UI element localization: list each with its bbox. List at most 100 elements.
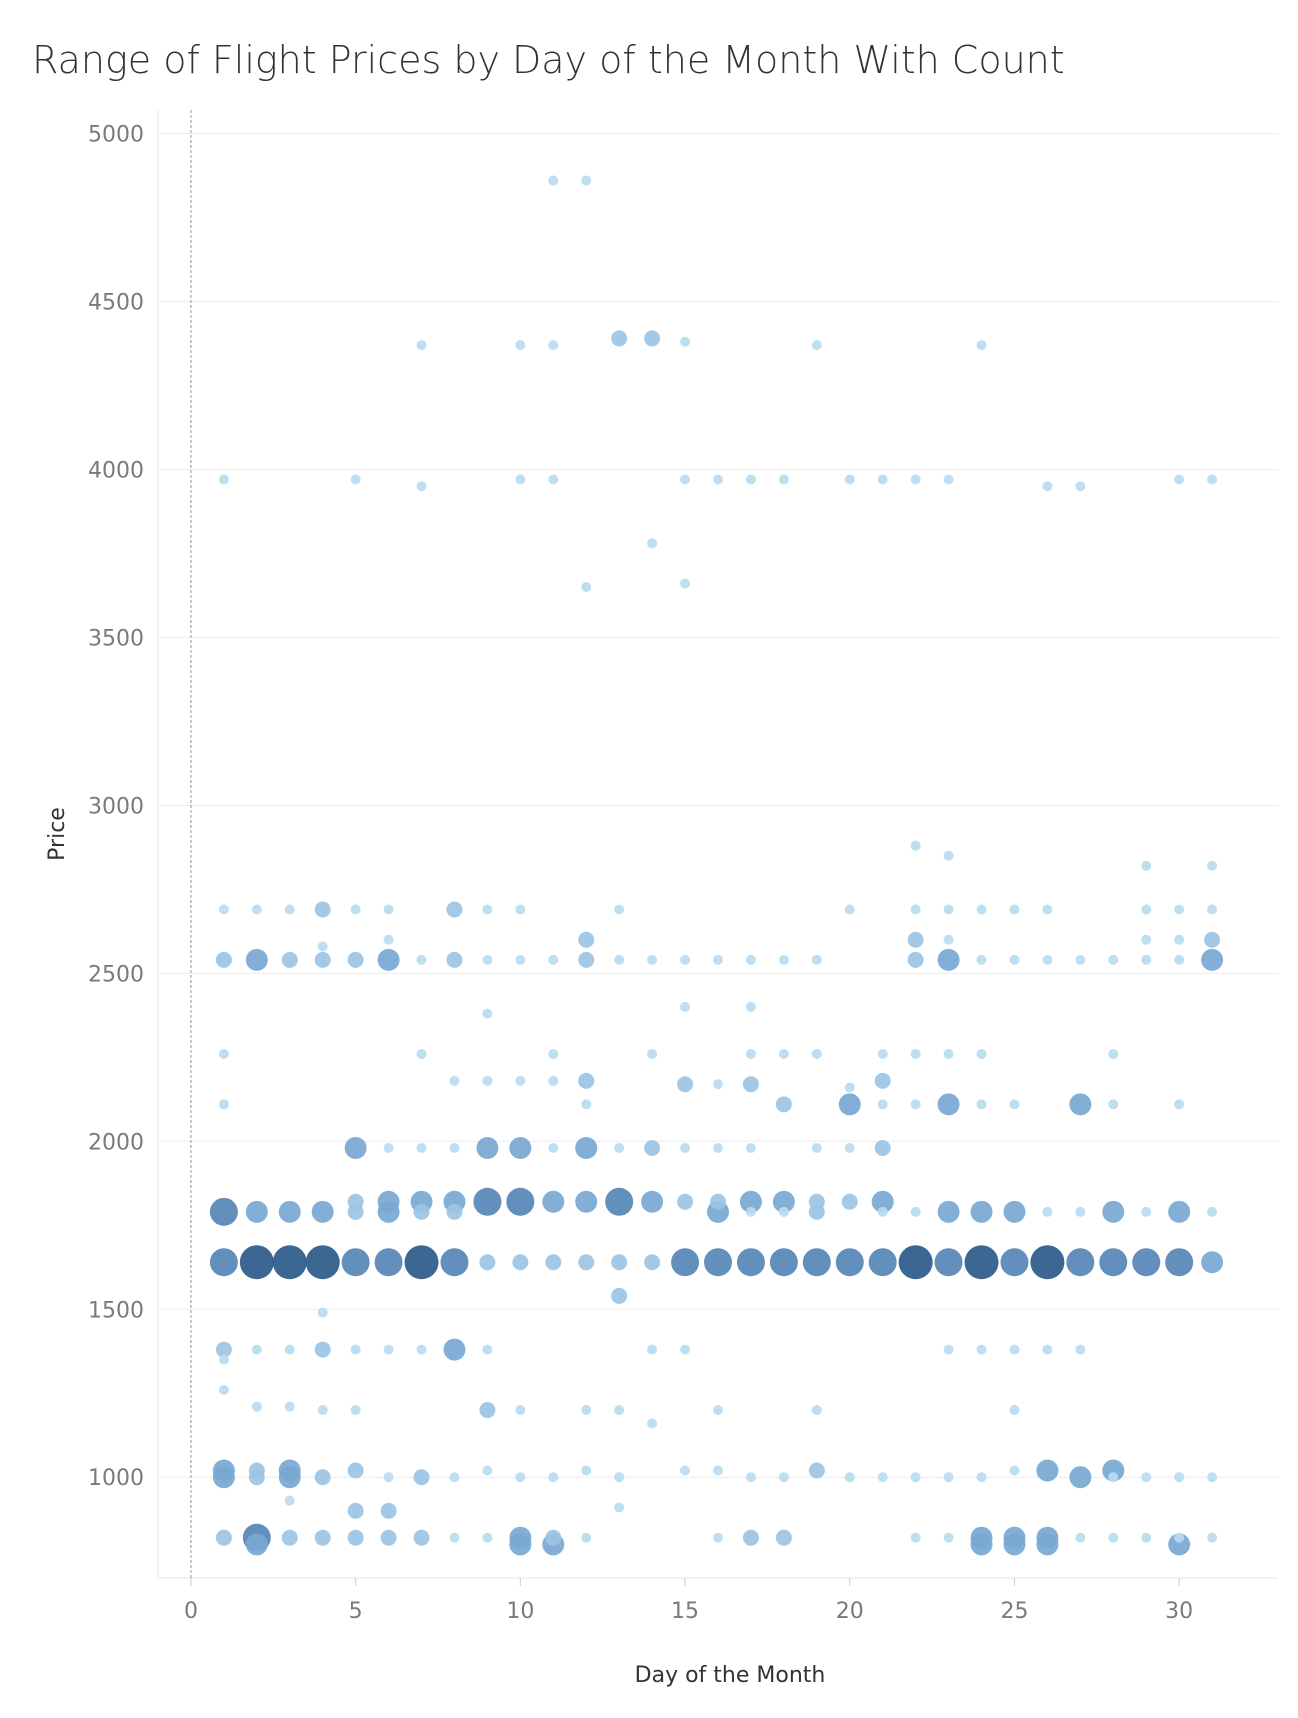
scatter-point [1075, 1344, 1086, 1355]
scatter-point [578, 1254, 595, 1271]
scatter-point [745, 1001, 756, 1012]
scatter-point [877, 1048, 888, 1059]
scatter-point [1207, 474, 1218, 485]
scatter-point [548, 954, 559, 965]
scatter-point [416, 1143, 427, 1154]
scatter-point [578, 931, 595, 948]
scatter-point [614, 1405, 625, 1416]
scatter-point [347, 1502, 364, 1519]
scatter-point [347, 1193, 364, 1210]
scatter-point [647, 1048, 658, 1059]
scatter-point [745, 1206, 756, 1217]
scatter-point [515, 1075, 526, 1086]
grid-lines [157, 110, 1278, 1586]
scatter-point [745, 1143, 756, 1154]
x-tick-label: 10 [506, 1599, 534, 1624]
scatter-point [910, 1472, 921, 1483]
scatter-point [811, 1405, 822, 1416]
scatter-point [745, 1048, 756, 1059]
scatter-point [844, 904, 855, 915]
scatter-point [745, 1472, 756, 1483]
scatter-point [644, 1140, 661, 1157]
scatter-point [581, 1465, 592, 1476]
scatter-point [446, 1203, 463, 1220]
scatter-point [1009, 1405, 1020, 1416]
scatter-point [811, 340, 822, 351]
scatter-point [775, 1096, 792, 1113]
scatter-point [680, 1143, 691, 1154]
scatter-point [512, 1254, 529, 1271]
scatter-point [212, 1466, 235, 1489]
scatter-point [1108, 1472, 1119, 1483]
scatter-point [680, 474, 691, 485]
scatter-point [1108, 1532, 1119, 1543]
scatter-point [209, 1197, 238, 1226]
scatter-point [218, 1099, 229, 1110]
scatter-point [802, 1248, 831, 1277]
scatter-point [1009, 954, 1020, 965]
scatter-point [416, 481, 427, 492]
scatter-point [1009, 1344, 1020, 1355]
scatter-point [581, 1405, 592, 1416]
x-tick-label: 20 [836, 1599, 864, 1624]
scatter-point [811, 954, 822, 965]
scatter-point [1075, 1206, 1086, 1217]
scatter-point [548, 1472, 559, 1483]
scatter-point [713, 1465, 723, 1476]
scatter-point [937, 1093, 960, 1116]
x-tick-label: 30 [1165, 1599, 1193, 1624]
scatter-point [347, 951, 364, 968]
scatter-point [548, 474, 559, 485]
scatter-point [811, 1048, 822, 1059]
scatter-point [413, 1203, 430, 1220]
scatter-point [515, 904, 526, 915]
scatter-point [545, 1254, 562, 1271]
scatter-point [1075, 954, 1086, 965]
scatter-point [877, 474, 888, 485]
scatter-point [578, 951, 595, 968]
scatter-point [739, 1190, 762, 1213]
scatter-point [943, 904, 954, 915]
y-tick-label: 4500 [88, 290, 144, 315]
scatter-point [578, 1072, 595, 1089]
scatter-point [350, 474, 361, 485]
scatter-point [446, 951, 463, 968]
scatter-point [311, 1200, 334, 1223]
scatter-point [1132, 1248, 1161, 1277]
scatter-point [713, 954, 723, 965]
scatter-point [1141, 1532, 1152, 1543]
scatter-point [605, 1187, 634, 1216]
scatter-point [479, 1402, 496, 1419]
scatter-point [808, 1462, 825, 1479]
scatter-point [1108, 1048, 1119, 1059]
scatter-point [838, 1093, 861, 1116]
scatter-point [509, 1533, 532, 1556]
scatter-point [281, 1529, 298, 1546]
scatter-point [1141, 1206, 1152, 1217]
scatter-point [943, 474, 954, 485]
scatter-point [647, 1418, 658, 1429]
scatter-point [1207, 1206, 1218, 1217]
scatter-point [970, 1533, 993, 1556]
scatter-point [347, 1462, 364, 1479]
scatter-point [581, 582, 592, 593]
scatter-point [482, 904, 493, 915]
scatter-point [251, 904, 262, 915]
scatter-point [515, 340, 526, 351]
scatter-point [641, 1190, 664, 1213]
scatter-point [449, 1532, 460, 1543]
scatter-point [778, 1048, 789, 1059]
scatter-point [416, 954, 427, 965]
scatter-point [404, 1245, 439, 1280]
scatter-point [808, 1203, 825, 1220]
scatter-point [416, 1344, 427, 1355]
scatter-point [350, 1405, 361, 1416]
scatter-point [305, 1245, 340, 1280]
scatter-point [317, 941, 328, 952]
scatter-point [383, 934, 394, 945]
scatter-point [844, 1472, 855, 1483]
y-tick-label: 1500 [88, 1298, 144, 1323]
scatter-point [218, 474, 229, 485]
scatter-point [218, 1048, 229, 1059]
scatter-point [844, 1143, 855, 1154]
